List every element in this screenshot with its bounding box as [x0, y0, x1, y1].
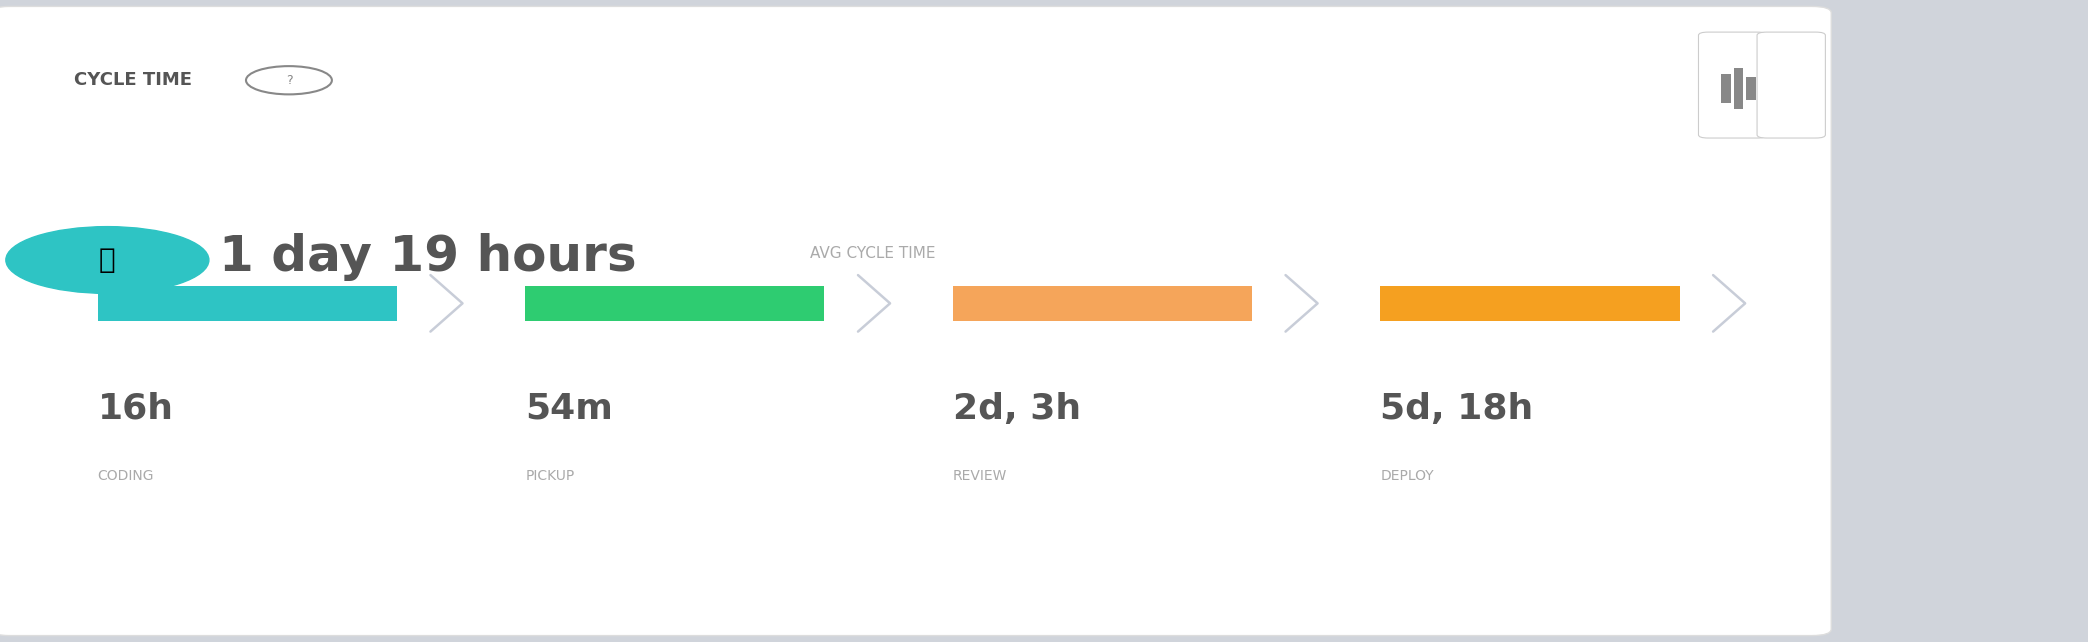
- FancyBboxPatch shape: [1758, 32, 1825, 138]
- Text: ?: ?: [286, 74, 292, 87]
- Text: 54m: 54m: [526, 392, 614, 426]
- FancyBboxPatch shape: [1698, 32, 1766, 138]
- Text: 1 day 19 hours: 1 day 19 hours: [219, 233, 637, 281]
- Text: 16h: 16h: [98, 392, 173, 426]
- Text: CYCLE TIME: CYCLE TIME: [75, 71, 192, 89]
- Text: AVG CYCLE TIME: AVG CYCLE TIME: [810, 246, 935, 261]
- FancyBboxPatch shape: [1721, 74, 1731, 103]
- FancyBboxPatch shape: [1380, 286, 1679, 321]
- Text: 2d, 3h: 2d, 3h: [952, 392, 1082, 426]
- Text: DEPLOY: DEPLOY: [1380, 469, 1434, 483]
- Text: 👍: 👍: [98, 246, 115, 274]
- Text: 5d, 18h: 5d, 18h: [1380, 392, 1533, 426]
- FancyBboxPatch shape: [0, 6, 1831, 636]
- Text: ↗: ↗: [1783, 80, 1798, 98]
- FancyBboxPatch shape: [1746, 78, 1756, 100]
- Text: PICKUP: PICKUP: [526, 469, 574, 483]
- FancyBboxPatch shape: [952, 286, 1253, 321]
- FancyBboxPatch shape: [98, 286, 397, 321]
- Circle shape: [6, 227, 209, 293]
- FancyBboxPatch shape: [1733, 68, 1743, 110]
- Text: CODING: CODING: [98, 469, 155, 483]
- Text: REVIEW: REVIEW: [952, 469, 1006, 483]
- FancyBboxPatch shape: [526, 286, 825, 321]
